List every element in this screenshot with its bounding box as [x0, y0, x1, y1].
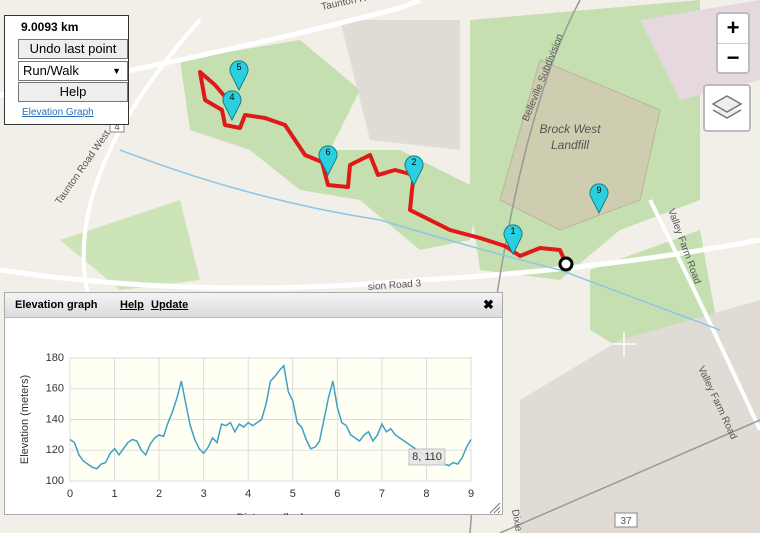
panel-title: Elevation graph [15, 299, 98, 311]
x-tick-label: 9 [468, 488, 474, 500]
layers-icon [711, 95, 743, 119]
y-tick-label: 180 [46, 352, 64, 364]
shield-label: 37 [620, 516, 632, 527]
x-tick-label: 2 [156, 488, 162, 500]
route-shield [614, 512, 638, 528]
mode-text: Run/Walk [23, 63, 79, 78]
x-tick-label: 5 [290, 488, 296, 500]
marker-label: 9 [596, 185, 601, 195]
tooltip-box [408, 448, 446, 466]
map-marker [222, 90, 242, 122]
marker-label: 6 [325, 147, 330, 157]
help-button[interactable]: Help [18, 82, 128, 102]
shield-label: 4 [114, 122, 120, 133]
mode-select[interactable]: Run/Walk ▼ [18, 61, 128, 81]
panel-close[interactable]: ✖ [483, 297, 494, 312]
map-marker [229, 60, 249, 92]
tooltip: 8, 110 [412, 451, 442, 463]
panel-help[interactable]: Help [120, 299, 144, 311]
area-label: Landfill [551, 138, 589, 152]
zoom-in[interactable]: + [718, 14, 748, 44]
marker-label: 1 [510, 226, 515, 236]
select-arrow: ▼ [112, 66, 121, 76]
route-end [558, 256, 574, 272]
y-tick-label: 160 [46, 383, 64, 395]
marker-layer: 5 4 6 2 1 9 [222, 60, 609, 256]
marker-label: 2 [411, 157, 416, 167]
marker-label: 4 [229, 92, 234, 102]
x-axis-label: Distance (km) [237, 512, 305, 515]
y-tick-label: 140 [46, 413, 64, 425]
marker-label: 5 [236, 62, 241, 72]
panel-update[interactable]: Update [151, 299, 189, 311]
undo-button[interactable]: Undo last point [18, 39, 128, 59]
panel-header: Elevation graph Help Update ✖ [5, 293, 502, 318]
x-tick-label: 4 [245, 488, 251, 500]
map-marker [404, 155, 424, 187]
zoom-control: + − [716, 12, 750, 74]
x-tick-label: 0 [67, 488, 73, 500]
road-label: sion Road 3 [367, 278, 421, 293]
y-tick-label: 120 [46, 444, 64, 456]
distance: 9.0093 km [21, 20, 79, 34]
map-marker [503, 224, 523, 256]
road-label: Dixie R [509, 509, 525, 533]
x-tick-label: 8 [423, 488, 429, 500]
x-tick-label: 3 [201, 488, 207, 500]
y-axis-label: Elevation (meters) [19, 375, 31, 464]
x-tick-label: 7 [379, 488, 385, 500]
y-tick-label: 100 [46, 475, 64, 487]
map-marker [589, 183, 609, 215]
elevation-line [69, 364, 472, 470]
route [198, 70, 568, 265]
map-marker [318, 145, 338, 177]
road-label: Taunton Road [320, 0, 383, 13]
zoom-out[interactable]: − [726, 45, 740, 70]
elevation-link[interactable]: Elevation Graph [22, 107, 94, 118]
x-tick-label: 1 [111, 488, 117, 500]
crosshair [612, 332, 636, 356]
elevation-chart: 100 120 140 160 180 0 1 2 3 4 5 6 7 8 9 Distance (km) El… [19, 352, 501, 524]
resize-handle [489, 502, 501, 514]
elevation-panel: Elevation graph Help Update ✖ 100 120 140 1… [4, 292, 503, 524]
area-label: Brock West [539, 122, 601, 136]
layers-button[interactable] [703, 84, 751, 132]
x-tick-label: 6 [334, 488, 340, 500]
